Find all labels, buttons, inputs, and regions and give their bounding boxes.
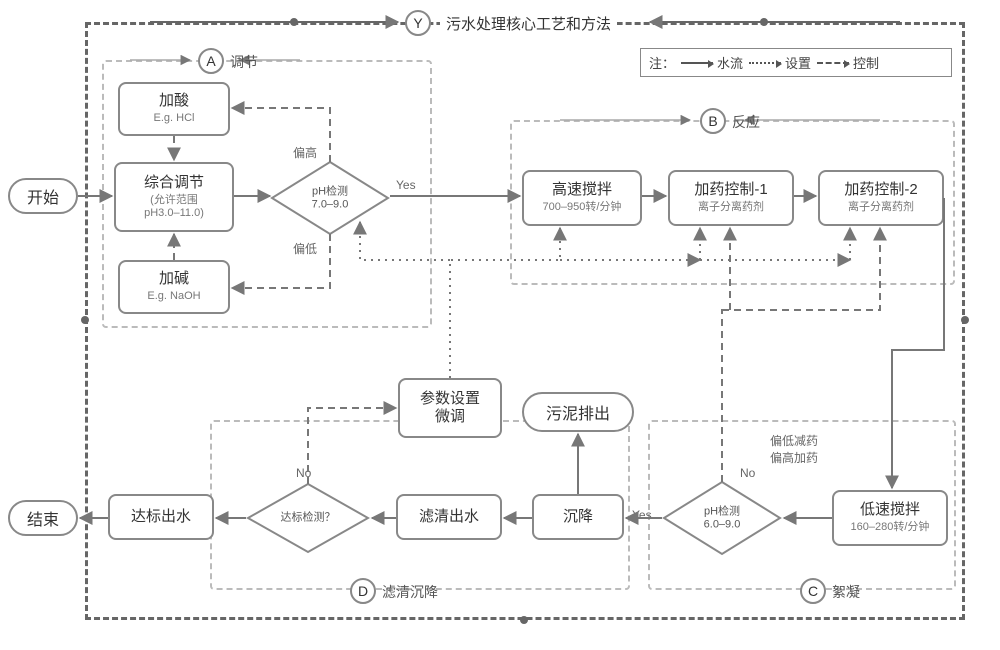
node-hs: 高速搅拌 700–950转/分钟	[522, 170, 642, 226]
node-settle: 沉降	[532, 494, 624, 540]
terminal-start: 开始	[8, 178, 78, 214]
diagram-canvas: Y 污水处理核心工艺和方法 注： 水流 设置 控制 A 调节 B 反应 C 絮凝…	[0, 0, 1000, 650]
node-dos1-title: 加药控制-1	[694, 181, 767, 199]
node-adjust: 综合调节 (允许范围 pH3.0–11.0)	[114, 162, 234, 232]
node-hs-title: 高速搅拌	[552, 181, 612, 199]
node-ph2-title: pH检测	[662, 505, 782, 518]
region-D-label: 滤清沉降	[382, 582, 438, 602]
node-std-title: 达标检测？	[246, 512, 370, 525]
node-ph1-title: pH检测	[270, 185, 390, 198]
outer-dot	[81, 316, 89, 324]
badge-Y-text: Y	[413, 15, 422, 31]
node-tune-title: 参数设置 微调	[420, 390, 480, 426]
badge-B-text: B	[708, 113, 717, 129]
node-std: 达标检测？	[246, 482, 370, 554]
node-ph1-sub: 7.0–9.0	[270, 198, 390, 211]
label-low: 偏低	[293, 240, 317, 257]
node-acid: 加酸 E.g. HCl	[118, 82, 230, 136]
outer-dot	[961, 316, 969, 324]
node-dos1-sub: 离子分离药剂	[698, 201, 764, 214]
node-tune: 参数设置 微调	[398, 378, 502, 438]
legend: 注： 水流 设置 控制	[640, 48, 952, 77]
node-adjust-sub: (允许范围 pH3.0–11.0)	[144, 194, 204, 220]
node-dos2-title: 加药控制-2	[844, 181, 917, 199]
terminal-start-label: 开始	[27, 184, 59, 208]
terminal-end-label: 结束	[27, 506, 59, 530]
region-C-label: 絮凝	[832, 582, 860, 602]
outer-dot	[760, 18, 768, 26]
label-ph2hint: 偏低减药 偏高加药	[770, 432, 818, 466]
node-ls-sub: 160–280转/分钟	[851, 521, 930, 534]
node-acid-title: 加酸	[159, 92, 189, 110]
node-base: 加碱 E.g. NaOH	[118, 260, 230, 314]
terminal-end: 结束	[8, 500, 78, 536]
node-ph2: pH检测 6.0–9.0	[662, 480, 782, 556]
node-ls: 低速搅拌 160–280转/分钟	[832, 490, 948, 546]
legend-flow: 水流	[717, 53, 743, 72]
node-dos2-sub: 离子分离药剂	[848, 201, 914, 214]
node-dos2: 加药控制-2 离子分离药剂	[818, 170, 944, 226]
node-out-title: 达标出水	[131, 508, 191, 526]
node-ls-title: 低速搅拌	[860, 501, 920, 519]
label-high: 偏高	[293, 144, 317, 161]
node-filter-title: 滤清出水	[419, 508, 479, 526]
node-ph1: pH检测 7.0–9.0	[270, 160, 390, 236]
node-acid-sub: E.g. HCl	[154, 112, 195, 125]
badge-C-text: C	[808, 583, 818, 599]
badge-D-text: D	[358, 583, 368, 599]
badge-D: D	[350, 578, 376, 604]
label-yes2: Yes	[632, 508, 652, 522]
legend-prefix: 注：	[649, 53, 675, 72]
diagram-title: 污水处理核心工艺和方法	[440, 13, 617, 34]
legend-control: 控制	[853, 53, 879, 72]
node-ph2-sub: 6.0–9.0	[662, 518, 782, 531]
badge-Y: Y	[405, 10, 431, 36]
node-dos1: 加药控制-1 离子分离药剂	[668, 170, 794, 226]
region-A-label: 调节	[230, 52, 258, 72]
label-no1: No	[296, 466, 311, 480]
badge-A: A	[198, 48, 224, 74]
label-no2: No	[740, 466, 755, 480]
legend-setting: 设置	[785, 53, 811, 72]
badge-A-text: A	[206, 53, 215, 69]
node-sludge: 污泥排出	[522, 392, 634, 432]
outer-dot	[520, 616, 528, 624]
outer-dot	[290, 18, 298, 26]
node-adjust-title: 综合调节	[144, 174, 204, 192]
node-base-sub: E.g. NaOH	[147, 290, 200, 303]
node-hs-sub: 700–950转/分钟	[543, 201, 622, 214]
node-base-title: 加碱	[159, 270, 189, 288]
region-B-label: 反应	[732, 112, 760, 132]
node-sludge-title: 污泥排出	[546, 400, 610, 424]
node-filter: 滤清出水	[396, 494, 502, 540]
badge-B: B	[700, 108, 726, 134]
label-yes1: Yes	[396, 178, 416, 192]
badge-C: C	[800, 578, 826, 604]
node-settle-title: 沉降	[563, 508, 593, 526]
node-out: 达标出水	[108, 494, 214, 540]
